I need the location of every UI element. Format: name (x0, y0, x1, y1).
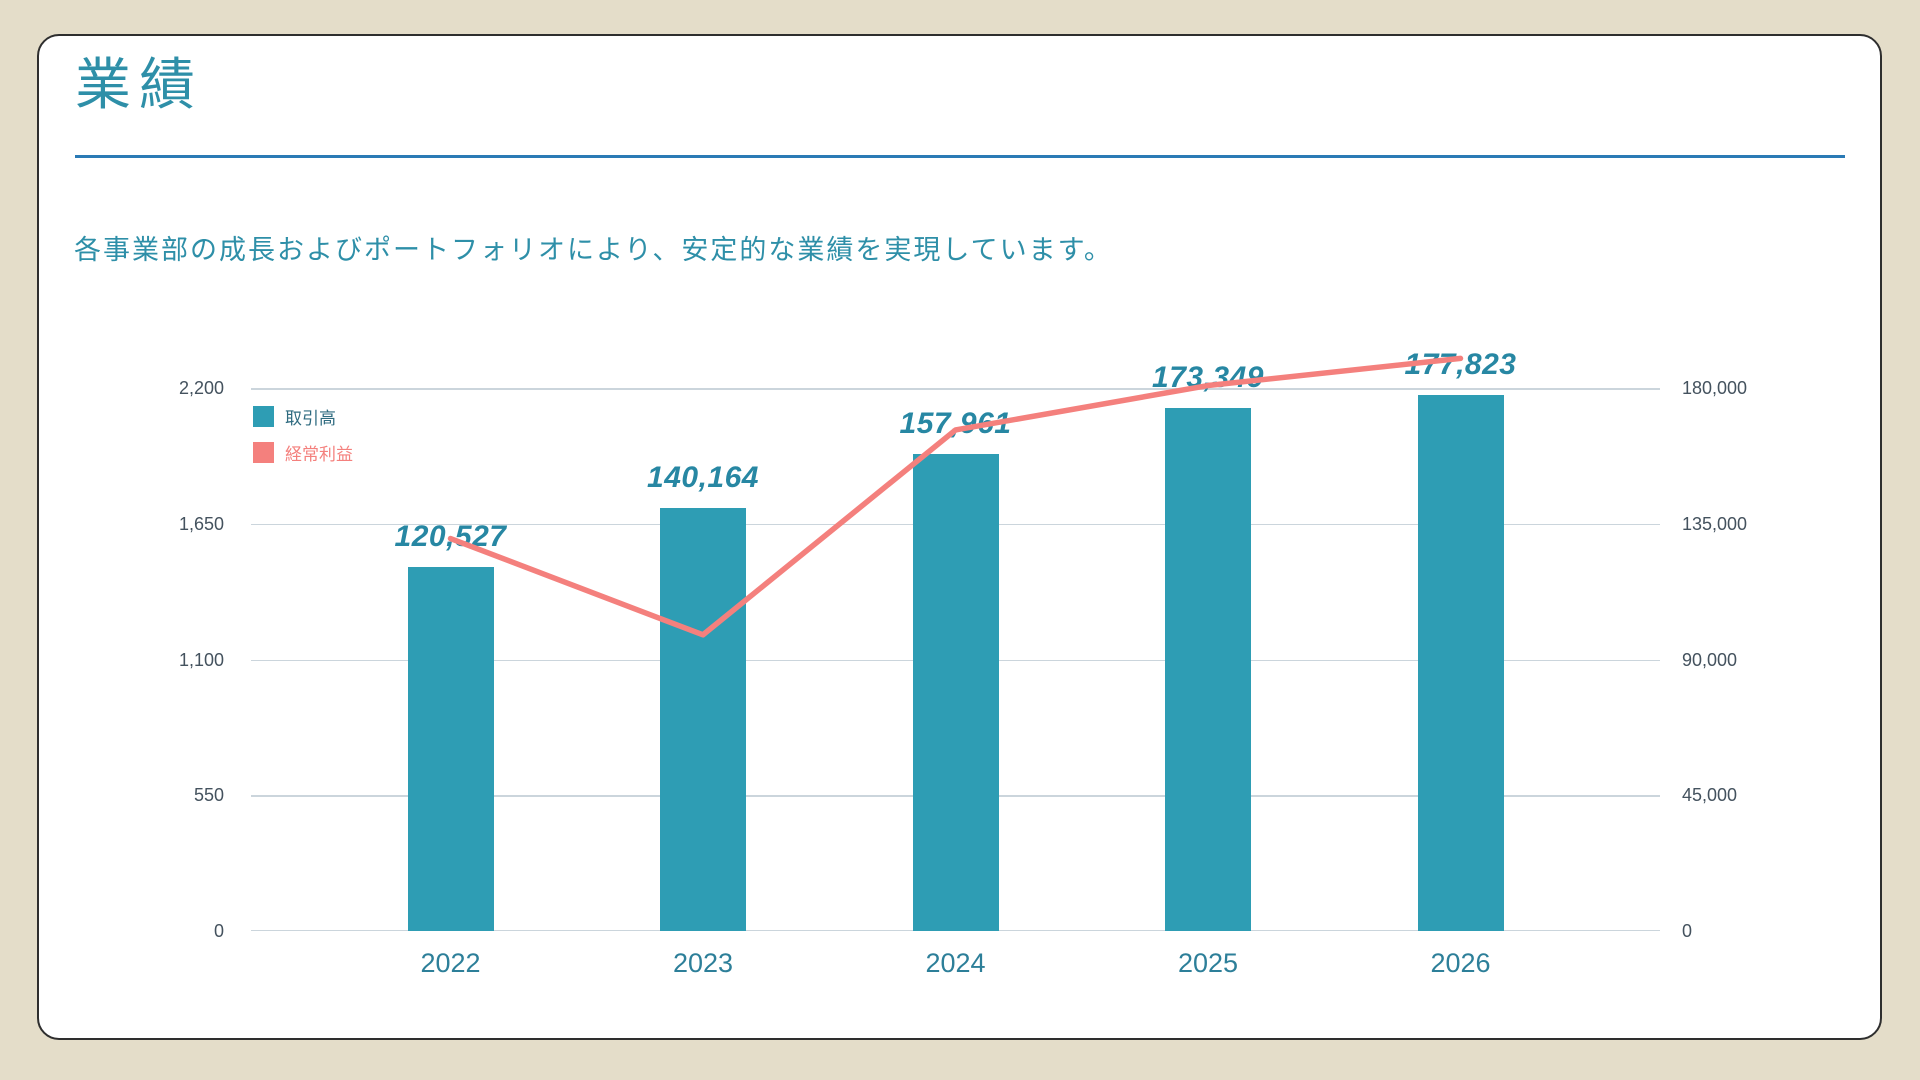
legend-label-line: 経常利益 (285, 444, 353, 464)
left-axis-tick: 1,100 (178, 649, 224, 670)
legend-item-line: 経常利益 (253, 441, 353, 464)
bar-2024 (912, 454, 999, 931)
legend-item-bar: 取引高 (253, 405, 353, 428)
bar-value-label: 140,164 (647, 461, 759, 495)
bar-value-label: 177,823 (1404, 347, 1517, 381)
legend-swatch-bar (253, 405, 274, 427)
slide-subtitle: 各事業部の成長およびポートフォリオにより、安定的な業績を実現しています。 (74, 235, 1113, 266)
right-axis-tick: 45,000 (1682, 785, 1738, 806)
right-axis-tick: 135,000 (1682, 513, 1748, 534)
legend-label-bar: 取引高 (285, 408, 336, 428)
x-axis-label: 2025 (1177, 948, 1239, 978)
page-title: 業績 (75, 53, 203, 118)
left-axis-tick: 550 (193, 785, 224, 806)
bar-value-label: 173,349 (1152, 361, 1264, 395)
bar-2023 (660, 508, 746, 931)
right-axis-tick: 180,000 (1682, 378, 1748, 398)
left-axis-tick: 1,650 (178, 513, 224, 534)
bar-2022 (407, 567, 494, 931)
right-axis-tick: 0 (1682, 921, 1693, 941)
performance-chart: 取引高 経常利益 120,527 140,164 157,961 173,349 177… (251, 348, 1660, 931)
left-axis-tick: 0 (213, 921, 224, 941)
x-axis-label: 2023 (672, 948, 734, 978)
bar-2026 (1417, 394, 1504, 931)
right-axis-tick: 90,000 (1682, 649, 1738, 670)
title-divider (75, 155, 1845, 158)
bar-2025 (1165, 408, 1251, 931)
gridline (251, 388, 1660, 390)
chart-legend: 取引高 経常利益 (253, 405, 353, 477)
line-series-layer (447, 355, 1464, 638)
x-axis-label: 2026 (1430, 948, 1491, 978)
left-axis-tick: 2,200 (178, 378, 224, 398)
x-axis-label: 2022 (420, 948, 481, 978)
legend-swatch-line (253, 441, 274, 463)
x-axis-label: 2024 (925, 948, 986, 978)
profit-line (447, 355, 1464, 638)
